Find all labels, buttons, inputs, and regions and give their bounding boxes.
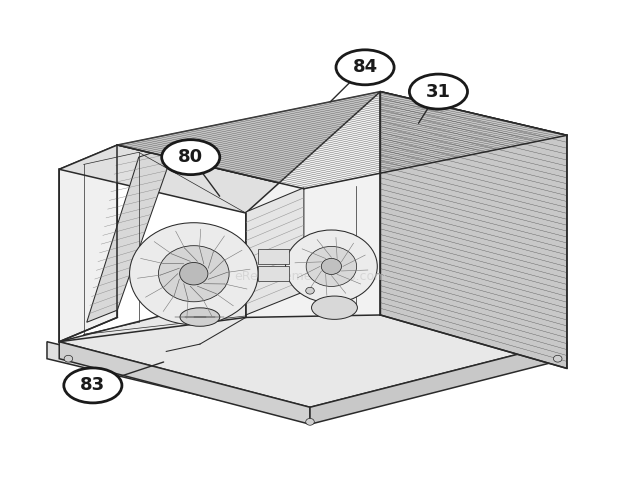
Polygon shape: [310, 342, 567, 424]
Polygon shape: [117, 91, 567, 189]
Text: 84: 84: [353, 58, 378, 76]
Polygon shape: [60, 145, 117, 342]
Text: 31: 31: [426, 82, 451, 101]
FancyBboxPatch shape: [258, 266, 288, 281]
Circle shape: [306, 247, 356, 287]
Text: 80: 80: [178, 148, 203, 166]
Ellipse shape: [336, 50, 394, 85]
Polygon shape: [60, 342, 310, 424]
Text: 83: 83: [81, 376, 105, 394]
Polygon shape: [87, 145, 175, 322]
Circle shape: [321, 258, 342, 275]
Circle shape: [306, 288, 314, 294]
Polygon shape: [380, 91, 567, 369]
Ellipse shape: [64, 368, 122, 403]
Text: eReplacementParts.com: eReplacementParts.com: [234, 270, 386, 283]
Circle shape: [554, 355, 562, 362]
Circle shape: [306, 418, 314, 425]
Polygon shape: [60, 145, 304, 213]
Polygon shape: [304, 184, 316, 293]
Circle shape: [180, 262, 208, 285]
Polygon shape: [60, 276, 567, 407]
FancyBboxPatch shape: [258, 249, 288, 264]
Circle shape: [64, 355, 73, 362]
Ellipse shape: [311, 296, 357, 319]
Polygon shape: [246, 189, 304, 318]
Polygon shape: [246, 188, 304, 315]
Circle shape: [159, 246, 229, 302]
Circle shape: [130, 223, 258, 325]
Polygon shape: [47, 342, 310, 422]
Ellipse shape: [409, 74, 467, 109]
Circle shape: [286, 230, 378, 303]
Ellipse shape: [180, 308, 219, 326]
Polygon shape: [246, 91, 380, 318]
Ellipse shape: [162, 140, 219, 175]
